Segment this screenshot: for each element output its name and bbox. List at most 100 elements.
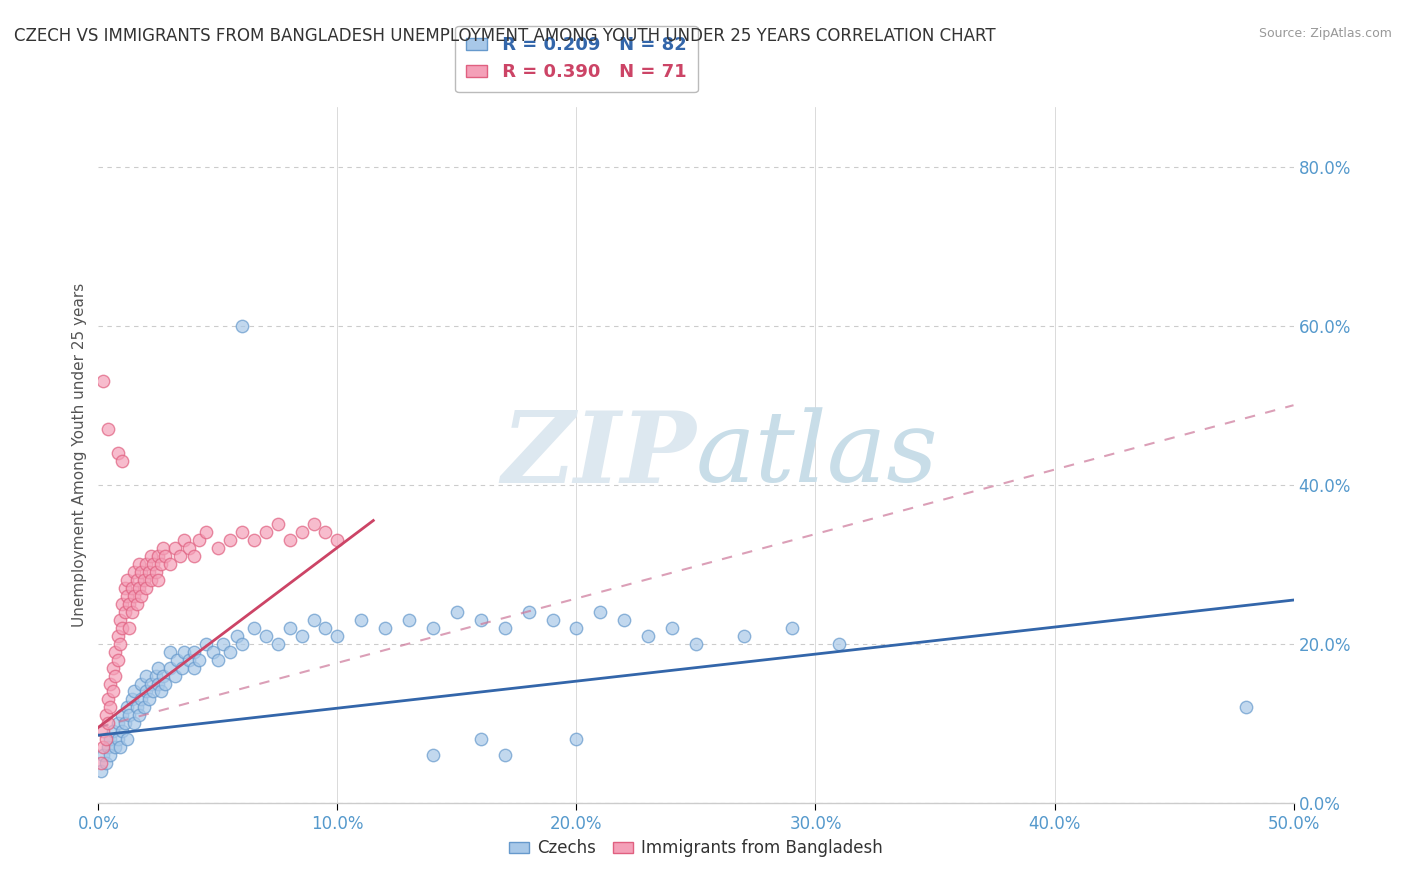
Point [195, 525, 218, 540]
Point [124, 716, 146, 731]
Point [115, 732, 138, 747]
Point [121, 581, 143, 595]
Point [104, 668, 127, 682]
Point [98, 748, 122, 763]
Point [207, 653, 229, 667]
Point [138, 692, 160, 706]
Point [121, 692, 143, 706]
Point [155, 676, 177, 690]
Point [291, 629, 314, 643]
Point [145, 565, 167, 579]
Point [183, 660, 205, 674]
Point [108, 613, 131, 627]
Point [267, 637, 290, 651]
Point [121, 605, 143, 619]
Point [159, 558, 181, 572]
Point [132, 573, 155, 587]
Point [163, 668, 186, 682]
Point [637, 629, 659, 643]
Point [183, 549, 205, 564]
Point [139, 549, 162, 564]
Point [733, 629, 755, 643]
Point [91, 740, 114, 755]
Point [541, 613, 564, 627]
Point [135, 684, 157, 698]
Point [183, 645, 205, 659]
Point [118, 708, 141, 723]
Point [97, 692, 120, 706]
Point [94, 756, 117, 770]
Point [101, 724, 124, 739]
Point [91, 724, 114, 739]
Point [231, 318, 253, 333]
Point [131, 676, 153, 690]
Point [139, 676, 162, 690]
Point [422, 621, 444, 635]
Point [179, 653, 201, 667]
Point [128, 708, 150, 723]
Point [398, 613, 420, 627]
Point [148, 573, 170, 587]
Point [142, 684, 165, 698]
Point [685, 637, 707, 651]
Point [125, 597, 148, 611]
Point [131, 589, 153, 603]
Point [145, 668, 167, 682]
Point [565, 732, 588, 747]
Point [278, 621, 301, 635]
Text: Source: ZipAtlas.com: Source: ZipAtlas.com [1258, 27, 1392, 40]
Point [125, 700, 148, 714]
Point [107, 446, 129, 460]
Point [326, 533, 349, 548]
Point [267, 517, 290, 532]
Y-axis label: Unemployment Among Youth under 25 years: Unemployment Among Youth under 25 years [72, 283, 87, 627]
Point [278, 533, 301, 548]
Point [101, 660, 124, 674]
Point [828, 637, 851, 651]
Point [107, 716, 129, 731]
Point [101, 684, 124, 698]
Point [118, 621, 141, 635]
Point [219, 533, 242, 548]
Point [179, 541, 201, 556]
Point [470, 613, 492, 627]
Point [155, 549, 177, 564]
Text: ZIP: ZIP [501, 407, 696, 503]
Point [187, 533, 209, 548]
Point [131, 565, 153, 579]
Point [118, 597, 141, 611]
Point [243, 621, 266, 635]
Point [139, 573, 162, 587]
Point [104, 740, 127, 755]
Point [90, 756, 112, 770]
Point [172, 660, 194, 674]
Point [148, 660, 170, 674]
Point [104, 645, 127, 659]
Point [326, 629, 349, 643]
Point [187, 653, 209, 667]
Point [422, 748, 444, 763]
Point [589, 605, 612, 619]
Point [132, 700, 155, 714]
Point [163, 541, 186, 556]
Point [202, 645, 225, 659]
Point [135, 558, 157, 572]
Point [613, 613, 636, 627]
Point [470, 732, 492, 747]
Point [315, 621, 337, 635]
Point [152, 541, 174, 556]
Point [114, 716, 136, 731]
Point [173, 533, 195, 548]
Point [231, 525, 253, 540]
Point [124, 684, 146, 698]
Point [231, 637, 253, 651]
Point [108, 637, 131, 651]
Point [149, 558, 172, 572]
Point [302, 613, 325, 627]
Point [107, 629, 129, 643]
Point [159, 645, 181, 659]
Point [124, 589, 146, 603]
Point [111, 724, 134, 739]
Point [91, 748, 114, 763]
Point [350, 613, 373, 627]
